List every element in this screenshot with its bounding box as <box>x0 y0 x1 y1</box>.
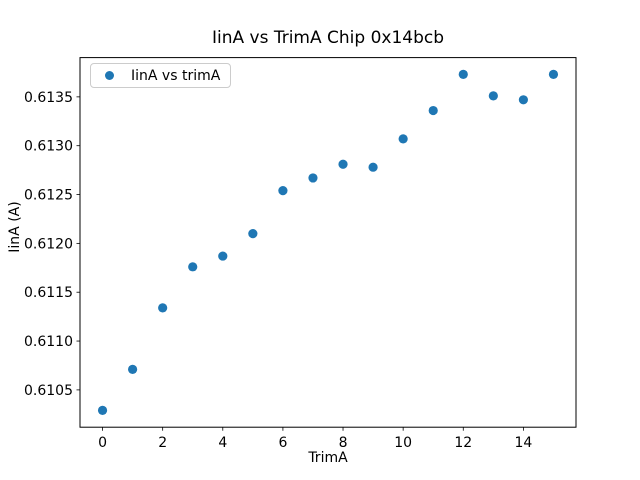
x-tick-label: 8 <box>339 435 348 451</box>
x-axis-label: TrimA <box>308 450 348 466</box>
x-tick-label: 6 <box>278 435 287 451</box>
y-tick-label: 0.6115 <box>24 285 73 301</box>
x-tick-label: 2 <box>158 435 167 451</box>
x-tick-label: 0 <box>98 435 107 451</box>
data-point <box>488 91 498 101</box>
scatter-marker-icon <box>105 71 114 80</box>
x-tick-label: 4 <box>218 435 227 451</box>
data-point <box>458 69 468 79</box>
data-point <box>158 303 168 313</box>
y-tick-label: 0.6135 <box>24 90 73 106</box>
x-tick-label: 14 <box>514 435 532 451</box>
data-point <box>428 105 438 116</box>
data-point <box>518 95 528 105</box>
data-point <box>338 159 348 169</box>
y-tick-label: 0.6125 <box>24 188 73 204</box>
data-point <box>368 162 378 172</box>
data-point <box>398 134 408 144</box>
data-point <box>248 229 258 239</box>
data-point <box>548 69 559 79</box>
y-tick-label: 0.6110 <box>24 334 73 350</box>
data-point <box>188 262 198 272</box>
y-tick-label: 0.6105 <box>24 383 73 399</box>
legend-label: IinA vs trimA <box>131 67 221 84</box>
data-point <box>218 251 228 261</box>
data-point <box>128 364 138 374</box>
data-point <box>97 405 108 415</box>
x-tick-label: 10 <box>394 435 412 451</box>
legend: IinA vs trimA <box>90 63 231 88</box>
y-tick-label: 0.6120 <box>24 236 73 252</box>
data-point <box>278 186 288 196</box>
x-tick-label: 12 <box>454 435 472 451</box>
data-point <box>308 173 318 183</box>
chart-title: IinA vs TrimA Chip 0x14bcb <box>211 28 445 48</box>
y-tick-label: 0.6130 <box>24 139 73 155</box>
axes-frame <box>79 57 577 428</box>
